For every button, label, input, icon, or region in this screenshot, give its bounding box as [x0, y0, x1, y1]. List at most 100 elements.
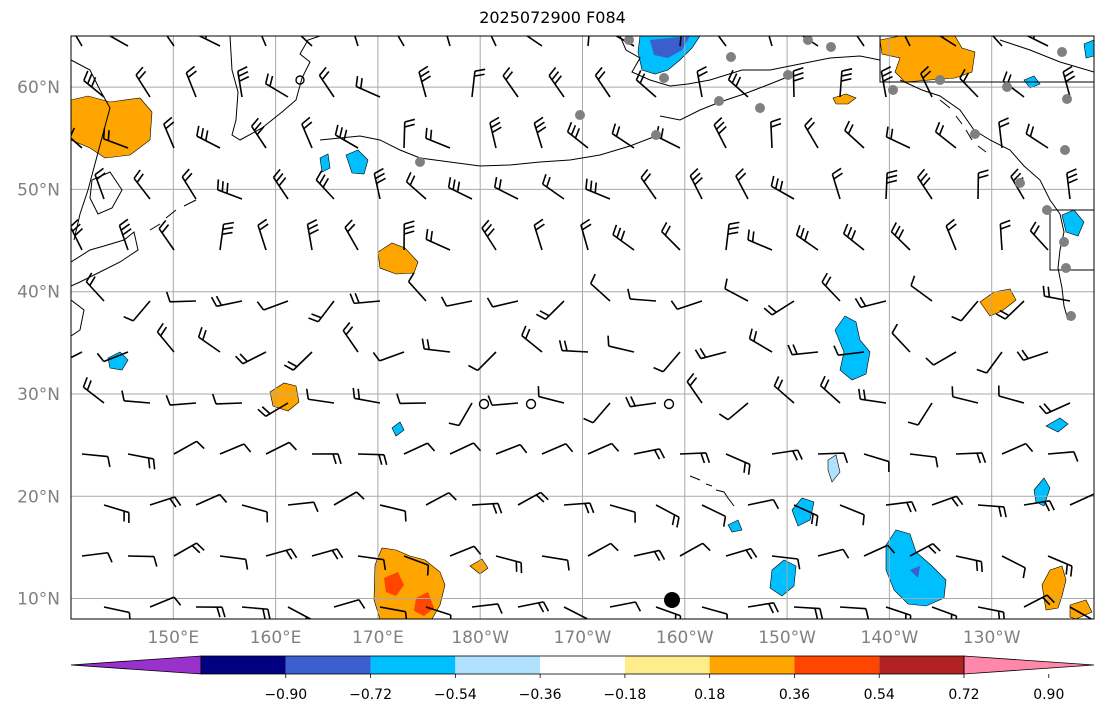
wind-barb — [489, 116, 502, 149]
station-dot — [935, 75, 945, 85]
wind-barb — [311, 548, 344, 560]
contour-blue-18n — [791, 497, 815, 527]
wind-barb — [81, 551, 113, 563]
wind-barb — [533, 218, 545, 251]
wind-barb — [854, 296, 887, 309]
wind-barb — [357, 555, 387, 571]
wind-barb — [951, 300, 979, 322]
colorbar-tick-label: 0.54 — [864, 687, 895, 703]
contour-blue-33n — [107, 351, 129, 371]
wind-barb — [421, 338, 451, 353]
wind-barb — [471, 68, 486, 98]
wind-barb — [82, 377, 105, 404]
colorbar-extend-high — [963, 655, 1095, 675]
calm-circle — [478, 398, 490, 410]
station-dot — [1057, 47, 1067, 57]
wind-barb — [670, 300, 703, 311]
wind-barb — [149, 596, 182, 608]
colorbar-segment — [370, 656, 456, 674]
wind-barb — [1047, 451, 1079, 462]
wind-barb — [945, 218, 957, 251]
wind-barb — [407, 272, 427, 302]
region-box-2 — [1049, 209, 1094, 271]
colorbar-tick-label: 0.72 — [948, 687, 979, 703]
latitude-labels: 60°N 50°N 40°N 30°N 20°N 10°N — [17, 78, 60, 609]
wind-barb — [763, 300, 795, 316]
shaded-contours — [71, 36, 1094, 619]
colorbar: −0.90 −0.72 −0.54 −0.36 −0.18 0.18 0.36 0.54 0.7… — [70, 655, 1095, 703]
wind-barb — [842, 223, 865, 251]
map-title: 2025072900 F084 — [479, 8, 626, 27]
wind-barb — [102, 128, 129, 149]
wind-barb — [725, 547, 758, 560]
wind-barb — [517, 491, 549, 506]
wind-barb — [349, 292, 381, 305]
colorbar-tick-label: −0.90 — [264, 687, 307, 703]
wind-barb — [747, 498, 780, 510]
wind-barb — [594, 66, 611, 98]
wind-barb — [566, 121, 589, 149]
wind-barb — [397, 36, 405, 47]
contour-orange-42n — [377, 242, 419, 275]
lon-label: 160°W — [656, 628, 714, 648]
wind-barb — [265, 441, 297, 455]
wind-barb — [85, 272, 105, 302]
calm-circle — [525, 398, 537, 410]
contour-blue-12n — [769, 559, 797, 597]
wind-barb — [696, 65, 708, 98]
wind-barb — [83, 70, 105, 98]
station-dot — [651, 130, 661, 140]
wind-barb — [955, 452, 987, 464]
wind-barb — [165, 395, 197, 406]
wind-barb — [103, 606, 131, 619]
wind-barb — [717, 36, 727, 47]
wind-barb — [1069, 493, 1094, 506]
station-dot — [1042, 205, 1052, 215]
wind-barb — [1025, 123, 1049, 149]
coast-se-alaska — [899, 79, 1061, 215]
wind-barb — [333, 491, 365, 506]
wind-barb — [839, 606, 870, 619]
wind-barb — [257, 402, 289, 418]
colorbar-tick-label: −0.36 — [519, 687, 562, 703]
wind-barb — [1066, 168, 1078, 200]
wind-barb — [831, 167, 843, 200]
wind-barb — [163, 116, 175, 149]
wind-barb — [771, 449, 803, 461]
lon-label: 170°W — [554, 628, 612, 648]
lat-label: 40°N — [17, 283, 60, 303]
contour-orange-30n — [269, 382, 300, 412]
wind-barb — [1026, 36, 1049, 47]
wind-barb — [585, 178, 611, 200]
wind-barb — [844, 120, 865, 149]
lat-label: 30°N — [17, 385, 60, 405]
wind-barb — [121, 390, 151, 404]
wind-barb — [449, 545, 482, 557]
wind-barb — [611, 123, 635, 149]
wind-barb — [804, 117, 819, 149]
station-dot — [970, 129, 980, 139]
wind-barb — [1029, 221, 1049, 251]
wind-barb — [403, 442, 436, 455]
wind-barb — [241, 504, 269, 523]
wind-barb — [612, 224, 635, 251]
contour-orange-west — [71, 95, 153, 159]
wind-barb — [925, 351, 957, 366]
wind-barb — [1001, 442, 1034, 455]
wind-barb — [931, 495, 964, 507]
wind-barb — [344, 219, 359, 251]
wind-barb — [724, 278, 749, 302]
wind-barb — [748, 328, 773, 353]
station-dot — [1066, 311, 1076, 321]
lon-label: 160°E — [250, 628, 302, 648]
stations — [295, 36, 1076, 608]
wind-barb — [770, 117, 782, 149]
wind-barb — [334, 124, 359, 149]
wind-barb — [625, 396, 657, 408]
lat-label: 50°N — [17, 180, 60, 200]
wind-barb — [934, 121, 957, 149]
wind-barb — [907, 402, 933, 426]
wind-barb — [493, 176, 519, 200]
wind-barb — [587, 36, 590, 47]
wind-barb — [533, 116, 547, 149]
